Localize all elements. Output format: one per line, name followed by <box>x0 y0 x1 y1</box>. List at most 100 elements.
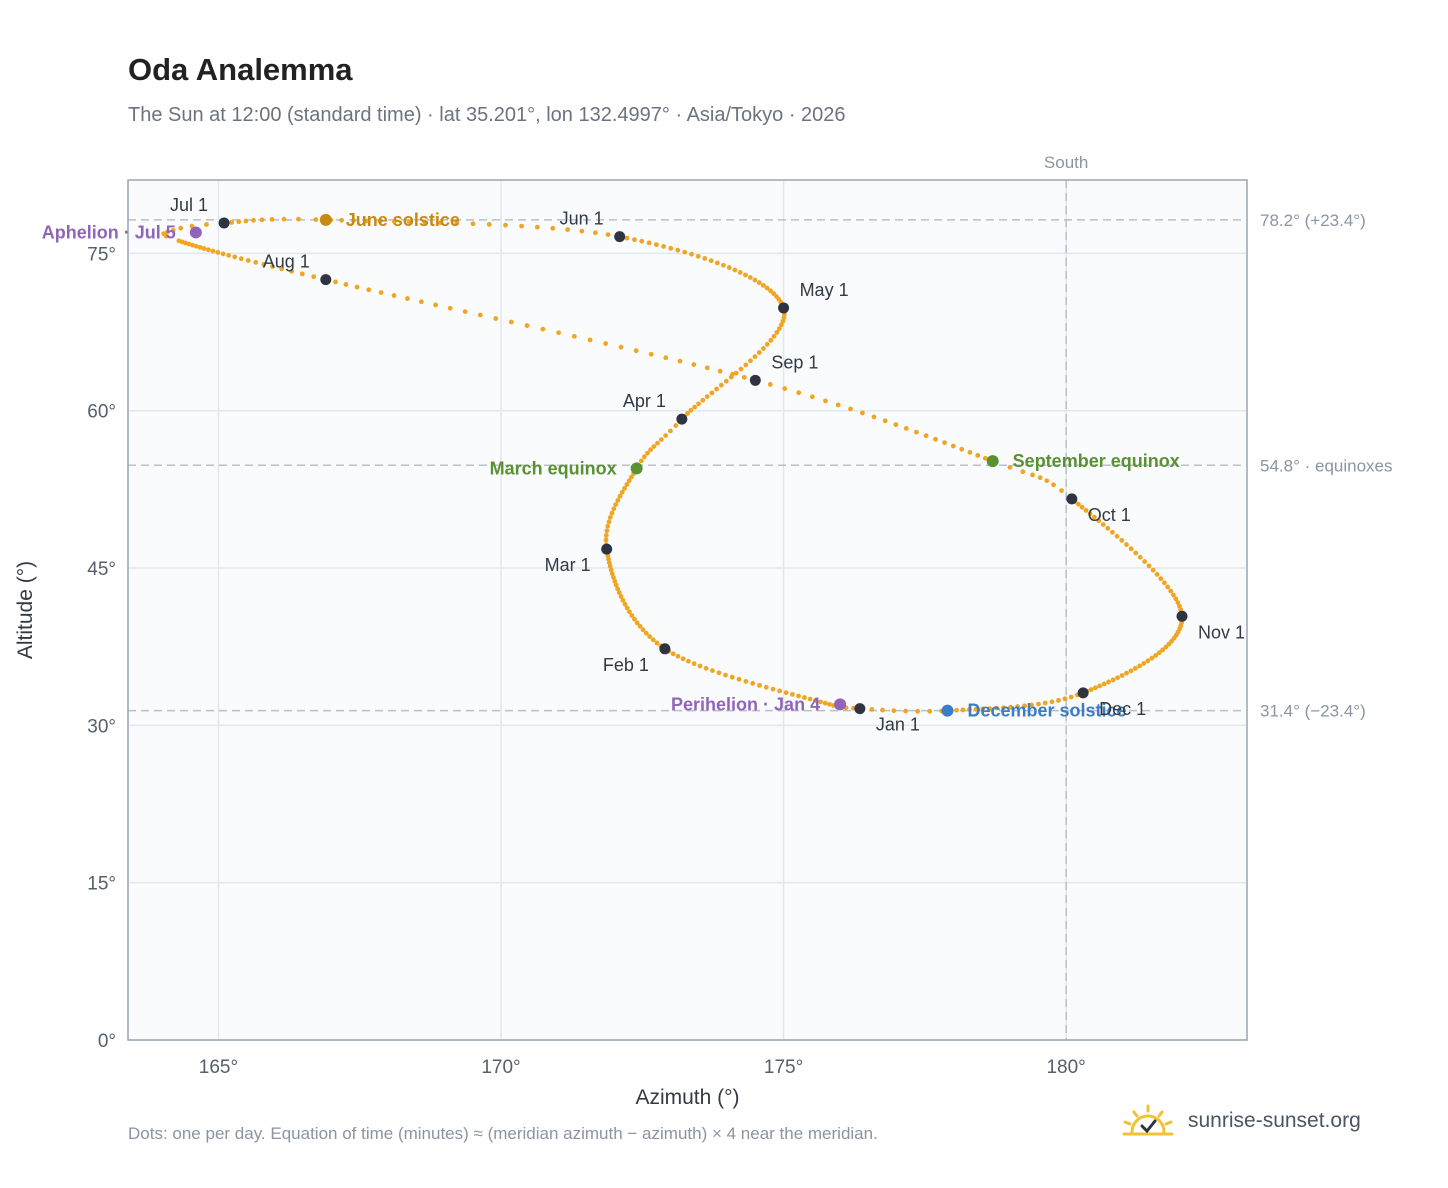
daily-sun-dot <box>869 707 875 712</box>
brand[interactable]: sunrise-sunset.org <box>1120 1104 1361 1138</box>
daily-sun-dot <box>737 270 743 275</box>
daily-sun-dot <box>378 290 384 295</box>
daily-sun-dot <box>1170 592 1176 598</box>
daily-sun-dot <box>632 616 637 622</box>
daily-sun-dot <box>313 217 319 222</box>
daily-sun-dot <box>642 454 647 460</box>
daily-sun-dot <box>778 322 784 328</box>
daily-sun-dot <box>232 254 238 260</box>
daily-sun-dot <box>696 401 702 407</box>
daily-sun-dot <box>1097 683 1103 689</box>
daily-sun-dot <box>655 440 660 446</box>
daily-sun-dot <box>975 453 981 458</box>
daily-sun-dot <box>259 217 265 223</box>
daily-sun-dot <box>736 676 742 682</box>
daily-sun-dot <box>618 344 624 350</box>
daily-sun-dot <box>807 696 813 702</box>
daily-sun-dot <box>1124 670 1129 676</box>
daily-sun-dot <box>622 601 628 607</box>
daily-sun-dot <box>405 296 410 301</box>
daily-sun-dot <box>603 532 609 538</box>
daily-sun-dot <box>663 433 669 438</box>
daily-sun-dot <box>433 302 438 308</box>
daily-sun-dot <box>702 256 708 261</box>
y-tick-label: 30° <box>87 716 116 737</box>
daily-sun-dot <box>750 681 756 686</box>
daily-sun-dot <box>1051 482 1056 488</box>
x-tick-label: 180° <box>1046 1057 1085 1078</box>
month-label: Oct 1 <box>1088 505 1131 525</box>
daily-sun-dot <box>1153 653 1159 658</box>
daily-sun-dot <box>281 216 287 222</box>
daily-sun-dot <box>967 707 972 712</box>
daily-sun-dot <box>774 330 780 335</box>
daily-sun-dot <box>604 528 610 534</box>
daily-sun-dot <box>714 386 719 392</box>
daily-sun-dot <box>622 485 627 491</box>
daily-sun-dot <box>716 670 722 676</box>
daily-sun-dot <box>447 305 453 311</box>
daily-sun-dot <box>697 663 703 669</box>
footnote: Dots: one per day. Equation of time (min… <box>128 1124 878 1143</box>
daily-sun-dot <box>782 386 788 391</box>
daily-sun-dot <box>1068 694 1074 700</box>
daily-sun-dot <box>982 455 988 461</box>
daily-sun-dot <box>903 425 909 431</box>
daily-sun-dot <box>612 578 618 584</box>
daily-sun-dot <box>1165 584 1171 590</box>
daily-sun-dot <box>640 627 646 633</box>
daily-sun-dot <box>236 219 242 225</box>
month-marker <box>1176 610 1188 622</box>
daily-sun-dot <box>503 222 508 228</box>
daily-sun-dot <box>609 510 615 516</box>
daily-sun-dot <box>743 678 749 684</box>
daily-sun-dot <box>980 706 986 712</box>
x-tick-label: 165° <box>199 1057 238 1078</box>
daily-sun-dot <box>607 563 613 569</box>
daily-sun-dot <box>923 433 929 439</box>
daily-sun-dot <box>756 280 762 286</box>
daily-sun-dot <box>613 582 619 588</box>
daily-sun-dot <box>675 247 681 253</box>
daily-sun-dot <box>238 256 244 262</box>
daily-sun-dot <box>973 706 979 712</box>
daily-sun-dot <box>556 330 561 336</box>
daily-sun-dot <box>1015 704 1020 709</box>
daily-sun-dot <box>1119 537 1125 543</box>
daily-sun-dot <box>634 620 640 626</box>
daily-sun-dot <box>1133 550 1139 556</box>
daily-sun-dot <box>809 394 815 400</box>
x-tick-label: 175° <box>764 1057 803 1078</box>
daily-sun-dot <box>616 590 622 596</box>
daily-sun-dot <box>220 251 226 257</box>
daily-sun-dot <box>1156 650 1162 656</box>
daily-sun-dot <box>732 267 738 273</box>
daily-sun-dot <box>1105 525 1111 531</box>
daily-sun-dot <box>1119 673 1125 678</box>
daily-sun-dot <box>632 237 637 243</box>
daily-sun-dot <box>550 225 556 231</box>
daily-sun-dot <box>685 411 690 416</box>
daily-sun-dot <box>1062 696 1068 702</box>
daily-sun-dot <box>893 422 899 428</box>
daily-sun-dot <box>663 355 669 361</box>
daily-sun-dot <box>648 351 654 357</box>
daily-sun-dot <box>827 701 832 707</box>
daily-sun-dot <box>639 238 645 244</box>
daily-sun-dot <box>648 447 653 453</box>
month-marker <box>601 543 613 555</box>
daily-sun-dot <box>848 406 853 412</box>
month-label: Mar 1 <box>545 555 591 575</box>
daily-sun-dot <box>748 358 753 364</box>
daily-sun-dot <box>1106 679 1111 685</box>
daily-sun-dot <box>261 261 267 267</box>
daily-sun-dot <box>606 519 612 525</box>
daily-sun-dot <box>1022 703 1027 709</box>
daily-sun-dot <box>226 252 232 258</box>
daily-sun-dot <box>363 218 369 224</box>
daily-sun-dot <box>508 319 514 325</box>
daily-sun-dot <box>629 613 635 618</box>
daily-sun-dot <box>618 594 624 599</box>
daily-sun-dot <box>609 571 615 577</box>
y-axis-label: Altitude (°) <box>14 561 37 659</box>
